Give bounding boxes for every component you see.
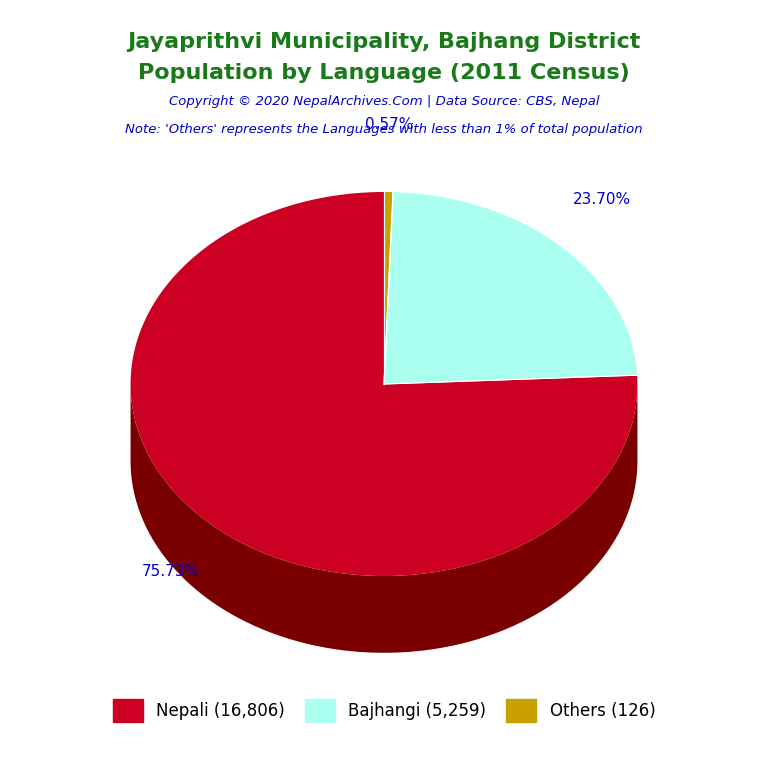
Text: Note: 'Others' represents the Languages with less than 1% of total population: Note: 'Others' represents the Languages …	[125, 123, 643, 135]
Polygon shape	[384, 192, 393, 384]
Text: 0.57%: 0.57%	[366, 118, 414, 132]
Legend: Nepali (16,806), Bajhangi (5,259), Others (126): Nepali (16,806), Bajhangi (5,259), Other…	[106, 692, 662, 729]
Polygon shape	[131, 192, 637, 576]
Text: Copyright © 2020 NepalArchives.Com | Data Source: CBS, Nepal: Copyright © 2020 NepalArchives.Com | Dat…	[169, 95, 599, 108]
Text: Population by Language (2011 Census): Population by Language (2011 Census)	[138, 63, 630, 83]
Polygon shape	[384, 192, 637, 384]
Text: Jayaprithvi Municipality, Bajhang District: Jayaprithvi Municipality, Bajhang Distri…	[127, 32, 641, 52]
Text: 75.73%: 75.73%	[141, 564, 200, 579]
Text: 23.70%: 23.70%	[572, 192, 631, 207]
Polygon shape	[131, 384, 637, 653]
